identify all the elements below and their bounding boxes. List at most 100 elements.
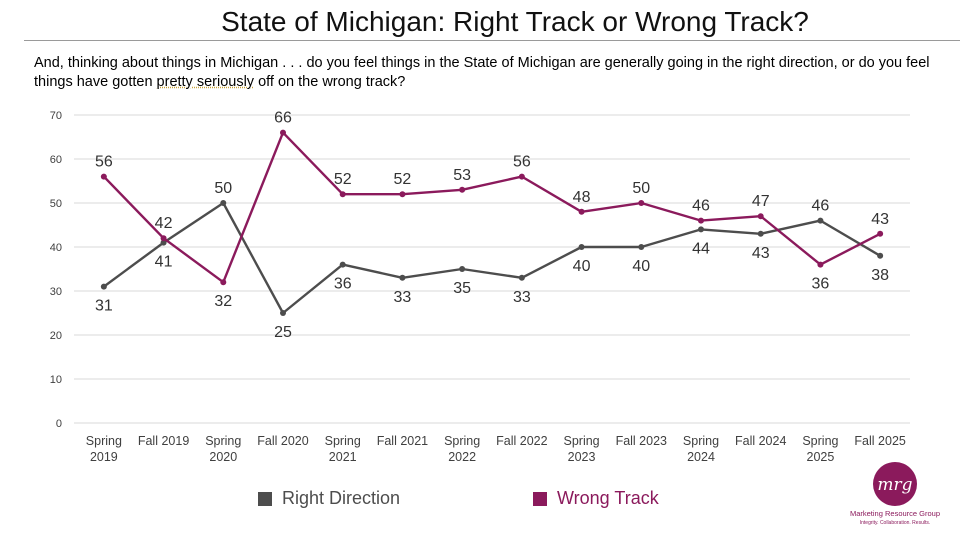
chart-title: State of Michigan: Right Track or Wrong … xyxy=(221,6,809,37)
data-label-right-direction-10: 44 xyxy=(692,240,710,257)
x-tick-label-line: 2025 xyxy=(807,450,835,464)
x-tick-label-10: Spring 2024 xyxy=(683,434,719,464)
x-tick-label-line: Spring xyxy=(205,434,241,448)
x-tick-label-line: 2022 xyxy=(448,450,476,464)
data-label-right-direction-3: 25 xyxy=(274,324,292,341)
point-wrong-track-3 xyxy=(280,129,286,136)
data-label-right-direction-7: 33 xyxy=(513,289,531,306)
legend-item-wrong-track: Wrong Track xyxy=(533,488,659,509)
logo-name: Marketing Resource Group xyxy=(850,509,940,518)
x-tick-label-line: Spring xyxy=(86,434,122,448)
x-tick-label-11: Fall 2024 xyxy=(735,434,786,448)
data-label-wrong-track-12: 36 xyxy=(812,276,830,293)
point-right-direction-0 xyxy=(100,283,107,290)
point-right-direction-5 xyxy=(399,274,406,281)
point-wrong-track-0 xyxy=(100,173,107,180)
x-tick-label-line: Spring xyxy=(564,434,600,448)
point-wrong-track-1 xyxy=(160,235,167,242)
y-tick-label-50: 50 xyxy=(50,198,62,210)
data-label-wrong-track-0: 56 xyxy=(95,154,113,171)
point-wrong-track-10 xyxy=(698,217,704,224)
x-tick-label-13: Fall 2025 xyxy=(854,434,905,448)
y-tick-label-30: 30 xyxy=(50,286,62,298)
x-tick-label-line: Fall 2019 xyxy=(138,434,189,448)
y-tick-label-40: 40 xyxy=(50,242,62,254)
data-label-wrong-track-7: 56 xyxy=(513,154,531,171)
data-label-wrong-track-4: 52 xyxy=(334,171,352,188)
point-right-direction-2 xyxy=(220,200,227,206)
point-wrong-track-11 xyxy=(757,213,764,220)
point-right-direction-13 xyxy=(877,252,884,259)
legend-item-right-direction: Right Direction xyxy=(258,488,400,509)
x-tick-label-line: Fall 2021 xyxy=(377,434,428,448)
data-label-right-direction-1: 41 xyxy=(155,254,173,271)
question-text-underlined: pretty seriously xyxy=(156,74,255,90)
logo-circle xyxy=(873,462,917,506)
data-label-right-direction-6: 35 xyxy=(453,280,471,297)
legend-swatch-right-direction xyxy=(258,491,272,506)
x-tick-label-5: Fall 2021 xyxy=(377,434,428,448)
legend-swatch-wrong-track xyxy=(533,491,547,506)
data-label-wrong-track-5: 52 xyxy=(394,171,412,188)
x-tick-label-1: Fall 2019 xyxy=(138,434,189,448)
data-label-wrong-track-10: 46 xyxy=(692,198,710,215)
x-tick-label-line: Fall 2024 xyxy=(735,434,786,448)
y-tick-label-60: 60 xyxy=(50,154,62,166)
legend-label-wrong-track: Wrong Track xyxy=(557,488,659,508)
x-tick-label-line: 2021 xyxy=(329,450,357,464)
point-right-direction-9 xyxy=(638,244,645,250)
x-tick-label-2: Spring 2020 xyxy=(205,434,241,464)
logo-mark: mrg xyxy=(877,475,912,495)
point-right-direction-11 xyxy=(757,230,764,237)
data-label-wrong-track-13: 43 xyxy=(871,211,889,228)
data-label-right-direction-12: 46 xyxy=(812,198,830,215)
x-tick-label-line: Spring xyxy=(683,434,719,448)
x-tick-label-12: Spring 2025 xyxy=(802,434,838,464)
y-tick-label-70: 70 xyxy=(50,110,62,122)
x-tick-label-line: Spring xyxy=(444,434,480,448)
series-line-right-direction xyxy=(103,201,881,315)
mrg-logo: mrg Marketing Resource Group Integrity. … xyxy=(836,462,954,528)
data-label-wrong-track-11: 47 xyxy=(752,193,770,210)
data-label-right-direction-9: 40 xyxy=(632,258,650,275)
x-tick-label-line: 2020 xyxy=(209,450,237,464)
point-right-direction-4 xyxy=(339,261,346,268)
point-wrong-track-5 xyxy=(399,191,406,198)
x-tick-label-line: Spring xyxy=(802,434,838,448)
data-label-wrong-track-8: 48 xyxy=(573,189,591,206)
x-tick-label-line: Fall 2022 xyxy=(496,434,547,448)
data-label-wrong-track-3: 66 xyxy=(274,110,292,127)
point-right-direction-1 xyxy=(160,239,167,246)
point-wrong-track-2 xyxy=(220,279,227,286)
point-wrong-track-13 xyxy=(877,230,884,237)
x-tick-label-4: Spring 2021 xyxy=(325,434,361,464)
x-tick-label-8: Spring 2023 xyxy=(564,434,600,464)
point-right-direction-8 xyxy=(578,244,585,250)
x-tick-label-6: Spring 2022 xyxy=(444,434,480,464)
x-tick-label-0: Spring 2019 xyxy=(86,434,122,464)
data-label-wrong-track-2: 32 xyxy=(214,293,232,310)
x-tick-label-line: 2023 xyxy=(568,450,596,464)
question-text-end: off on the wrong track? xyxy=(254,74,406,90)
data-label-right-direction-5: 33 xyxy=(394,289,412,306)
x-tick-label-line: Fall 2025 xyxy=(854,434,905,448)
point-wrong-track-7 xyxy=(518,173,525,180)
question-text-start: And, thinking about things in Michigan .… xyxy=(34,55,930,90)
x-tick-label-line: Fall 2023 xyxy=(616,434,667,448)
point-right-direction-10 xyxy=(698,226,704,233)
survey-question: And, thinking about things in Michigan .… xyxy=(34,54,954,92)
point-wrong-track-6 xyxy=(459,186,466,193)
title-divider xyxy=(24,40,960,41)
logo-tagline: Integrity. Collaboration. Results. xyxy=(860,520,931,526)
x-tick-label-9: Fall 2023 xyxy=(616,434,667,448)
data-label-wrong-track-6: 53 xyxy=(453,167,471,184)
data-label-wrong-track-1: 42 xyxy=(155,215,173,232)
point-right-direction-3 xyxy=(280,310,286,316)
data-label-right-direction-13: 38 xyxy=(871,267,889,284)
y-tick-label-20: 20 xyxy=(50,330,62,342)
series-line-wrong-track xyxy=(102,131,881,284)
point-wrong-track-12 xyxy=(817,261,824,268)
x-tick-label-3: Fall 2020 xyxy=(257,434,308,448)
x-tick-label-line: 2019 xyxy=(90,450,118,464)
